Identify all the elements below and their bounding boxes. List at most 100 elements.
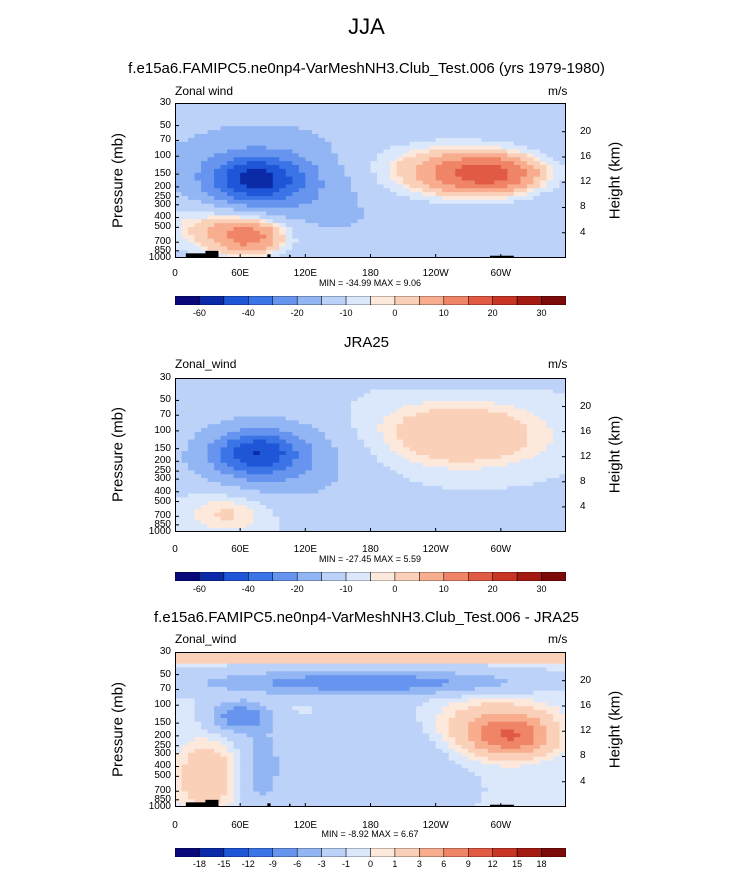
field-cell <box>181 385 189 391</box>
field-cell <box>188 378 196 383</box>
field-cell <box>220 126 228 131</box>
field-cell <box>468 443 476 448</box>
field-cell <box>220 114 228 120</box>
field-cell <box>422 176 430 182</box>
field-cell <box>292 466 300 471</box>
field-cell <box>259 424 267 429</box>
field-cell <box>259 106 267 112</box>
field-cell <box>175 428 183 433</box>
field-cell <box>520 497 528 502</box>
field-cell <box>253 478 261 483</box>
field-cell <box>539 489 548 495</box>
field-cell <box>363 497 372 502</box>
field-cell <box>220 168 228 174</box>
field-cell <box>526 103 535 108</box>
field-cell <box>292 103 300 108</box>
field-cell <box>318 199 326 205</box>
field-cell <box>513 393 521 398</box>
field-cell <box>292 378 300 383</box>
field-cell <box>181 416 189 421</box>
field-cell <box>448 524 456 529</box>
field-cell <box>331 381 339 387</box>
field-cell <box>279 149 287 154</box>
field-cell <box>533 485 541 491</box>
field-cell <box>175 234 183 240</box>
field-cell <box>507 234 515 240</box>
field-cell <box>311 207 319 213</box>
field-cell <box>546 172 554 178</box>
field-cell <box>357 192 365 197</box>
field-cell <box>533 489 541 495</box>
field-cell <box>559 157 566 162</box>
field-cell <box>507 219 515 224</box>
field-cell <box>390 385 398 391</box>
field-cell <box>422 458 430 464</box>
colorbar-swatch <box>345 296 371 305</box>
field-cell <box>442 254 450 258</box>
field-cell <box>266 238 274 244</box>
field-cell <box>468 145 476 151</box>
field-cell <box>481 424 489 429</box>
field-cell <box>214 196 222 201</box>
field-cell <box>370 219 378 224</box>
field-cell <box>240 501 248 506</box>
field-cell <box>513 474 521 479</box>
field-cell <box>266 180 274 185</box>
field-cell <box>279 443 287 448</box>
field-cell <box>253 528 261 532</box>
field-cell <box>285 435 293 441</box>
field-cell <box>259 528 267 532</box>
field-cell <box>474 505 482 510</box>
field-cell <box>266 466 274 471</box>
field-cell <box>435 458 443 464</box>
field-cell <box>403 184 411 189</box>
field-cell <box>214 397 222 402</box>
field-cell <box>468 485 476 491</box>
field-cell <box>377 512 385 518</box>
field-cell <box>455 493 463 498</box>
field-cell <box>188 130 196 135</box>
field-cell <box>246 227 254 232</box>
field-cell <box>259 196 267 201</box>
field-cell <box>207 412 215 418</box>
field-cell <box>513 203 521 209</box>
field-cell <box>357 172 365 178</box>
field-cell <box>552 416 561 421</box>
field-cell <box>298 516 306 522</box>
field-cell <box>324 192 332 197</box>
field-cell <box>559 161 566 166</box>
field-cell <box>442 157 450 162</box>
field-cell <box>214 153 222 158</box>
field-cell <box>363 508 372 514</box>
field-cell <box>559 172 566 178</box>
field-cell <box>546 481 554 487</box>
field-cell <box>422 462 430 468</box>
field-cell <box>500 149 508 154</box>
field-cell <box>487 238 495 244</box>
field-cell <box>214 381 222 387</box>
field-cell <box>240 652 248 657</box>
field-cell <box>409 149 417 154</box>
field-cell <box>468 481 476 487</box>
field-cell <box>494 470 502 475</box>
field-cell <box>292 130 300 135</box>
field-cell <box>272 508 280 514</box>
field-cell <box>285 431 293 437</box>
field-cell <box>253 455 261 460</box>
field-cell <box>331 215 339 220</box>
field-cell <box>390 397 398 402</box>
field-cell <box>259 435 267 441</box>
colorbar-swatch <box>516 572 542 581</box>
field-cell <box>448 114 456 120</box>
field-cell <box>442 474 450 479</box>
field-cell <box>390 172 398 178</box>
field-cell <box>422 196 430 201</box>
field-cell <box>298 435 306 441</box>
field-cell <box>487 474 495 479</box>
field-cell <box>181 401 189 406</box>
field-cell <box>337 168 346 174</box>
field-cell <box>429 393 437 398</box>
field-cell <box>188 137 196 143</box>
field-cell <box>416 188 424 193</box>
field-cell <box>422 199 430 205</box>
